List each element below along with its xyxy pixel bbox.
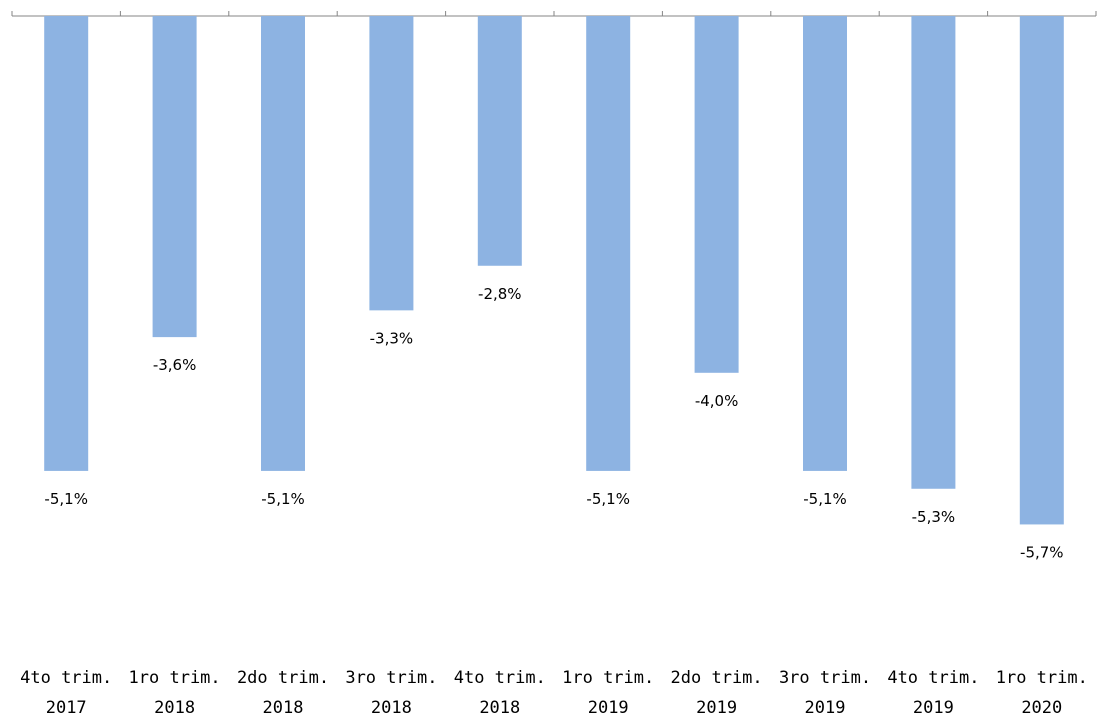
category-label-line1: 4to trim.	[20, 668, 112, 688]
category-label-line2: 2019	[913, 698, 954, 718]
category-label-line2: 2018	[263, 698, 304, 718]
data-label: -5,1%	[44, 490, 88, 508]
category-label-line1: 2do trim.	[671, 668, 763, 688]
data-label: -2,8%	[478, 285, 522, 303]
category-label-line2: 2018	[479, 698, 520, 718]
bar	[1019, 16, 1064, 525]
bar	[911, 16, 956, 489]
data-label: -5,1%	[586, 490, 630, 508]
category-label-line2: 2019	[588, 698, 629, 718]
category-label-line2: 2019	[696, 698, 737, 718]
category-label-line2: 2018	[371, 698, 412, 718]
data-label: -5,1%	[261, 490, 305, 508]
bar	[477, 16, 522, 266]
data-label: -3,3%	[370, 329, 414, 347]
x-axis	[11, 11, 1097, 17]
category-label-line1: 1ro trim.	[129, 668, 221, 688]
bar	[586, 16, 631, 471]
category-label-line1: 2do trim.	[237, 668, 329, 688]
category-label-line1: 1ro trim.	[996, 668, 1088, 688]
data-label: -3,6%	[153, 356, 197, 374]
category-label-line1: 4to trim.	[887, 668, 979, 688]
category-label-line2: 2017	[46, 698, 87, 718]
data-labels: -5,1% -3,6% -5,1% -3,3% -2,8% -5,1% -4,0% -5,1%…	[44, 285, 1063, 562]
category-label-line1: 3ro trim.	[779, 668, 871, 688]
category-label-line2: 2018	[154, 698, 195, 718]
bar	[261, 16, 305, 471]
bar	[152, 16, 197, 338]
bar	[44, 16, 89, 471]
category-label-line1: 3ro trim.	[345, 668, 437, 688]
bars	[44, 16, 1064, 525]
data-label: -5,7%	[1020, 543, 1064, 561]
category-label-line1: 4to trim.	[454, 668, 546, 688]
category-labels: 4to trim. 2017 1ro trim. 2018 2do trim. 2018 3…	[20, 668, 1088, 718]
data-label: -4,0%	[695, 392, 739, 410]
category-label-line1: 1ro trim.	[562, 668, 654, 688]
bar	[803, 16, 847, 471]
data-label: -5,3%	[912, 508, 956, 526]
bar	[369, 16, 414, 311]
bar	[694, 16, 739, 373]
category-label-line2: 2020	[1021, 698, 1062, 718]
category-label-line2: 2019	[805, 698, 846, 718]
data-label: -5,1%	[803, 490, 847, 508]
